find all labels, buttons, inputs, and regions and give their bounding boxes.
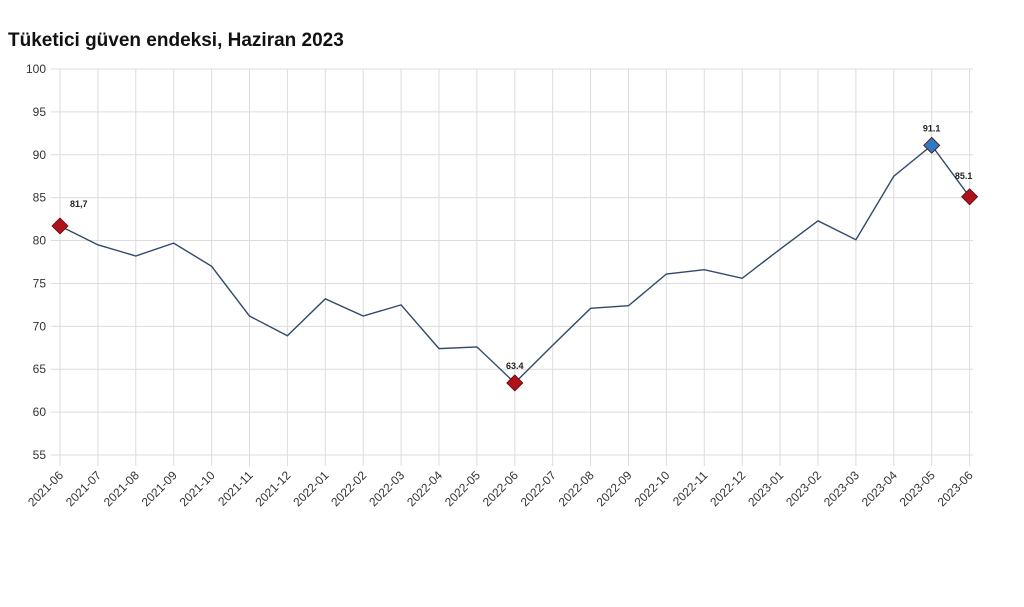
x-tick-label: 2021-08 xyxy=(101,468,142,509)
x-tick-label: 2022-08 xyxy=(556,468,597,509)
y-axis-ticks: 100 95 90 85 80 75 70 65 60 55 xyxy=(26,62,46,462)
data-label: 81,7 xyxy=(70,199,88,209)
x-tick-label: 2022-06 xyxy=(480,468,521,509)
x-tick-label: 2021-06 xyxy=(25,468,66,509)
x-tick-label: 2023-05 xyxy=(897,468,938,509)
x-tick-label: 2022-11 xyxy=(670,468,711,509)
y-tick-label: 95 xyxy=(33,105,47,119)
data-labels: 81,7 63.4 91.1 85.1 xyxy=(70,123,972,371)
diamond-marker-icon xyxy=(923,136,941,154)
x-tick-label: 2022-05 xyxy=(442,468,483,509)
y-tick-label: 60 xyxy=(33,405,47,419)
y-tick-label: 90 xyxy=(33,148,47,162)
x-axis-ticks: 2021-062021-072021-082021-092021-102021-… xyxy=(25,468,976,509)
x-tick-label: 2023-02 xyxy=(783,468,824,509)
x-tick-label: 2023-04 xyxy=(859,468,900,509)
x-tick-label: 2021-09 xyxy=(139,468,180,509)
chart-title: Tüketici güven endeksi, Haziran 2023 xyxy=(8,30,344,51)
x-tick-label: 2022-04 xyxy=(404,468,445,509)
highlight-markers xyxy=(51,136,979,392)
x-tick-label: 2022-01 xyxy=(290,468,331,509)
x-tick-label: 2022-03 xyxy=(366,468,407,509)
x-tick-label: 2023-01 xyxy=(745,468,786,509)
x-tick-label: 2021-07 xyxy=(63,468,104,509)
y-tick-label: 100 xyxy=(26,62,46,76)
diamond-marker-icon xyxy=(506,374,524,392)
x-tick-label: 2021-11 xyxy=(215,468,256,509)
y-tick-label: 80 xyxy=(33,234,47,248)
x-tick-label: 2022-12 xyxy=(707,468,748,509)
x-tick-label: 2022-02 xyxy=(328,468,369,509)
y-tick-label: 70 xyxy=(33,319,47,333)
y-tick-label: 75 xyxy=(33,276,47,290)
x-tick-label: 2021-10 xyxy=(177,468,218,509)
x-tick-label: 2023-03 xyxy=(821,468,862,509)
diamond-marker-icon xyxy=(51,217,69,235)
y-tick-label: 65 xyxy=(33,362,47,376)
y-tick-label: 85 xyxy=(33,191,47,205)
x-tick-label: 2022-09 xyxy=(594,468,635,509)
data-label: 91.1 xyxy=(923,123,941,133)
data-label: 85.1 xyxy=(955,171,973,181)
x-tick-label: 2022-07 xyxy=(518,468,559,509)
x-tick-label: 2021-12 xyxy=(252,468,293,509)
vertical-gridlines xyxy=(59,69,971,466)
diamond-marker-icon xyxy=(961,188,979,206)
y-tick-label: 55 xyxy=(33,448,47,462)
x-tick-label: 2023-06 xyxy=(935,468,976,509)
horizontal-gridlines xyxy=(51,68,973,456)
data-label: 63.4 xyxy=(506,361,524,371)
x-tick-label: 2022-10 xyxy=(631,468,672,509)
